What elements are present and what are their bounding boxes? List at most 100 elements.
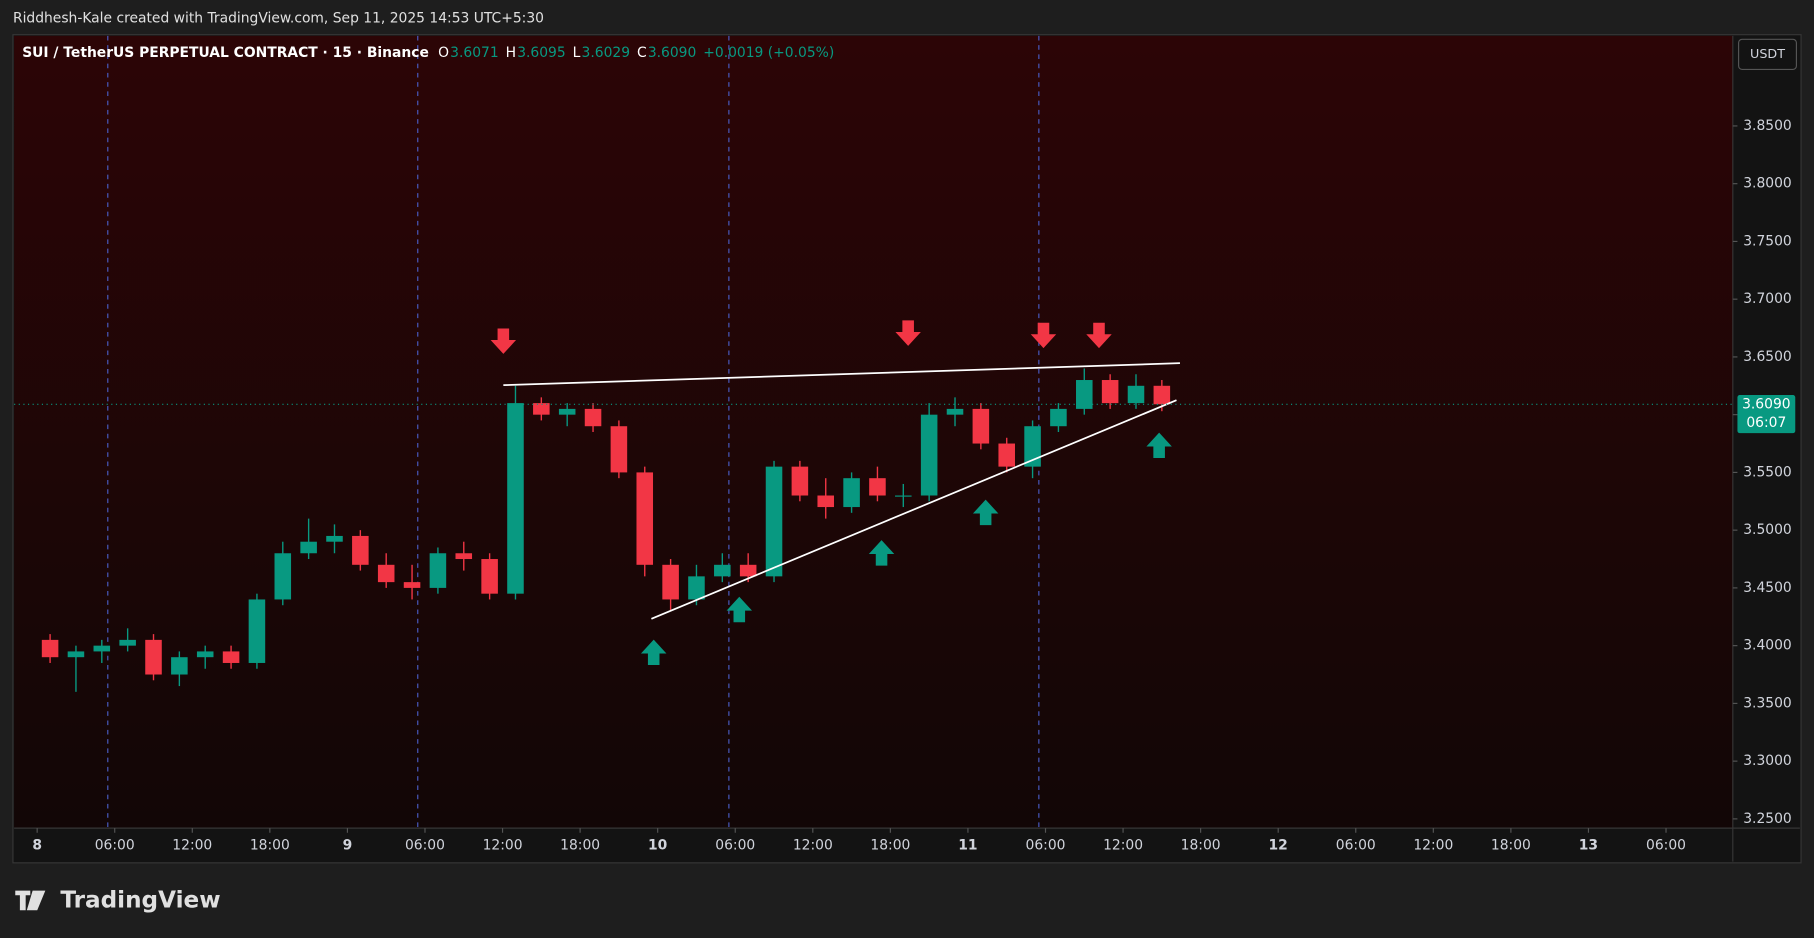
x-tick-label: 18:00 bbox=[250, 837, 290, 853]
up-arrow bbox=[640, 639, 667, 666]
candle-body bbox=[895, 495, 912, 497]
legend-value: 3.6090 bbox=[648, 45, 696, 61]
x-tick-label: 12:00 bbox=[1413, 837, 1453, 853]
credit: Riddhesh-Kale created with TradingView.c… bbox=[13, 11, 544, 27]
candle-body bbox=[481, 559, 498, 594]
candle-body bbox=[739, 564, 757, 577]
down-arrow bbox=[895, 320, 921, 346]
support-line bbox=[651, 399, 1177, 620]
candle-body bbox=[67, 651, 85, 658]
candle-body bbox=[1050, 408, 1067, 427]
currency-button[interactable] bbox=[1738, 38, 1798, 70]
logo-text: TradingView bbox=[60, 887, 220, 913]
candle-body bbox=[507, 403, 524, 594]
up-arrow bbox=[972, 499, 999, 526]
candle-body bbox=[533, 403, 550, 415]
candle-body bbox=[920, 414, 938, 496]
candle-body bbox=[791, 466, 809, 496]
x-tick-label: 12:00 bbox=[793, 837, 833, 853]
candle-body bbox=[636, 472, 654, 565]
x-tick-label: 18:00 bbox=[870, 837, 910, 853]
up-arrows bbox=[640, 432, 1172, 666]
y-tick-label: 3.4000 bbox=[1743, 638, 1792, 654]
y-tick-label: 3.5500 bbox=[1743, 464, 1792, 480]
candle-body bbox=[946, 408, 964, 415]
candle-body bbox=[300, 541, 317, 554]
x-tick-label: 12:00 bbox=[1103, 837, 1143, 853]
candle-body bbox=[403, 582, 421, 588]
candle-body bbox=[41, 639, 59, 658]
legend-change: +0.0019 (+0.05%) bbox=[703, 45, 834, 61]
x-tick-label: 12 bbox=[1269, 837, 1288, 853]
x-tick-label: 8 bbox=[32, 837, 42, 853]
x-tick-label: 06:00 bbox=[715, 837, 755, 853]
last-price-box bbox=[1737, 395, 1796, 434]
legend-key: C bbox=[637, 45, 647, 61]
candle-body bbox=[1127, 385, 1145, 404]
currency[interactable]: USDT bbox=[1750, 46, 1785, 61]
legend-value: 3.6071 bbox=[450, 45, 499, 61]
candle-body bbox=[326, 535, 343, 542]
down-arrows bbox=[490, 320, 1112, 354]
y-tick-label: 3.8500 bbox=[1743, 118, 1792, 134]
candle-body bbox=[248, 599, 266, 663]
plot-area bbox=[14, 35, 1733, 829]
candle-body bbox=[145, 639, 162, 675]
up-arrow bbox=[726, 596, 753, 623]
x-tick-label: 9 bbox=[343, 837, 353, 853]
candle-body bbox=[714, 564, 731, 577]
candle-body bbox=[455, 553, 473, 560]
x-tick-label: 12:00 bbox=[483, 837, 523, 853]
candle-body bbox=[93, 645, 111, 652]
candle-body bbox=[817, 495, 835, 508]
up-arrow bbox=[868, 540, 895, 566]
candle-body bbox=[274, 553, 292, 600]
candle-body bbox=[377, 564, 395, 583]
candle-body bbox=[610, 426, 628, 473]
y-tick-label: 3.7500 bbox=[1743, 233, 1792, 249]
x-tick-label: 06:00 bbox=[1646, 837, 1686, 853]
y-tick-label: 3.8000 bbox=[1743, 176, 1792, 192]
candle-body bbox=[1153, 385, 1171, 405]
y-tick-label: 3.5000 bbox=[1743, 522, 1792, 538]
marks bbox=[41, 368, 1171, 692]
x-tick-label: 18:00 bbox=[560, 837, 600, 853]
y-tick-label: 3.7000 bbox=[1743, 291, 1792, 307]
candle-body bbox=[662, 564, 679, 600]
legend-key: O bbox=[438, 45, 449, 61]
candle-body bbox=[584, 408, 602, 427]
candle-body bbox=[843, 478, 860, 508]
candle-body bbox=[1076, 380, 1093, 409]
down-arrow bbox=[1086, 322, 1112, 349]
last-price-label: 3.6090 bbox=[1742, 396, 1791, 412]
candle-body bbox=[688, 576, 705, 600]
up-arrow bbox=[1146, 432, 1172, 459]
resistance-line bbox=[503, 362, 1180, 387]
y-tick-label: 3.3000 bbox=[1743, 753, 1792, 769]
candle-body bbox=[429, 553, 447, 588]
candle-body bbox=[352, 535, 369, 565]
legend-key: H bbox=[506, 45, 516, 61]
candle-body bbox=[119, 639, 136, 646]
candle-body bbox=[171, 657, 188, 675]
x-tick-label: 12:00 bbox=[172, 837, 212, 853]
x-tick-label: 11 bbox=[958, 837, 977, 853]
x-tick-label: 06:00 bbox=[1026, 837, 1066, 853]
chart-title: SUI / TetherUS PERPETUAL CONTRACT · 15 ·… bbox=[22, 45, 429, 61]
candle-body bbox=[222, 651, 240, 663]
y-tick-label: 3.2500 bbox=[1743, 811, 1792, 827]
x-tick-label: 18:00 bbox=[1181, 837, 1221, 853]
down-arrow bbox=[1030, 322, 1057, 349]
countdown: 06:07 bbox=[1746, 415, 1786, 431]
logo: TradingView bbox=[15, 887, 221, 913]
y-tick-label: 3.6500 bbox=[1743, 349, 1792, 365]
down-arrow bbox=[490, 328, 517, 354]
logo-icon bbox=[15, 890, 46, 911]
candle-body bbox=[558, 408, 576, 415]
candle-body bbox=[196, 651, 214, 658]
x-tick-label: 06:00 bbox=[405, 837, 445, 853]
legend-key: L bbox=[573, 45, 581, 61]
x-tick-label: 06:00 bbox=[95, 837, 135, 853]
y-tick-label: 3.3500 bbox=[1743, 695, 1792, 711]
